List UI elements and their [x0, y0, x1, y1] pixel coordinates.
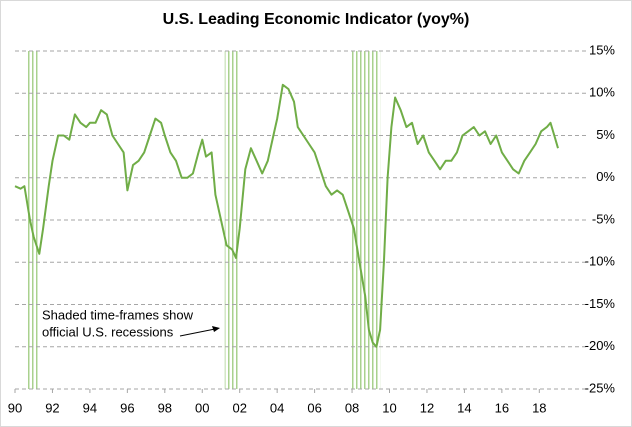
x-tick-label: 14: [457, 400, 471, 415]
annotation: Shaded time-frames show: [42, 307, 194, 322]
y-tick-label: 10%: [589, 85, 615, 100]
x-tick-label: 92: [45, 400, 59, 415]
y-tick-label: 5%: [596, 127, 615, 142]
annotation-arrow: [179, 328, 216, 337]
x-tick-label: 08: [345, 400, 359, 415]
x-tick-label: 18: [532, 400, 546, 415]
y-tick-label: -20%: [585, 338, 616, 353]
x-tick-label: 12: [420, 400, 434, 415]
y-tick-label: -10%: [585, 254, 616, 269]
x-tick-label: 16: [495, 400, 509, 415]
y-tick-label: 15%: [589, 42, 615, 57]
x-tick-label: 10: [382, 400, 396, 415]
x-tick-label: 94: [83, 400, 97, 415]
y-tick-label: -25%: [585, 380, 616, 395]
data-line: [14, 83, 559, 348]
x-tick-label: 98: [158, 400, 172, 415]
arrow-head: [212, 326, 220, 332]
x-tick-label: 04: [270, 400, 284, 415]
y-tick-label: -5%: [592, 211, 616, 226]
chart-title: U.S. Leading Economic Indicator (yoy%): [163, 11, 470, 28]
x-tick-label: 00: [195, 400, 209, 415]
annotation: official U.S. recessions: [42, 324, 174, 339]
x-tick-label: 06: [307, 400, 321, 415]
x-tick-label: 02: [232, 400, 246, 415]
x-tick-label: 90: [8, 400, 22, 415]
x-tick-label: 96: [120, 400, 134, 415]
y-tick-label: -15%: [585, 296, 616, 311]
y-tick-label: 0%: [596, 169, 615, 184]
